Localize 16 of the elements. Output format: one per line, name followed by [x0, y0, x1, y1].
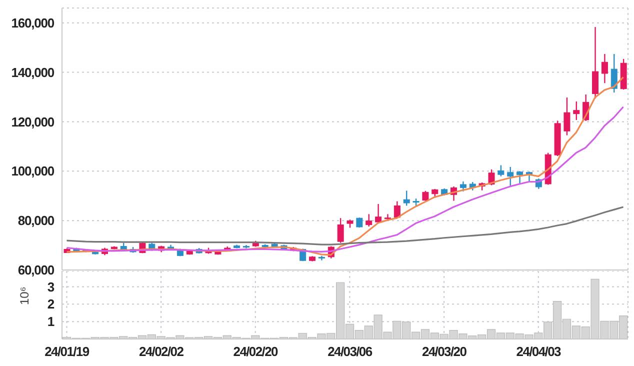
- y-tick-label: 120,000: [11, 114, 54, 130]
- x-tick-label: 24/03/06: [328, 344, 372, 360]
- y-tick-label: 160,000: [11, 15, 54, 30]
- y-tick-label: 140,000: [11, 64, 54, 80]
- x-tick-label: 24/03/20: [422, 344, 467, 360]
- y-tick-label: 80,000: [18, 213, 54, 228]
- x-tick-label: 24/01/19: [44, 344, 90, 360]
- y-axis-title: 10⁶: [17, 286, 32, 305]
- y-tick-label: 60,000: [18, 262, 54, 278]
- y-tick-label: 1: [47, 314, 54, 330]
- y-tick-label: 3: [47, 279, 54, 294]
- y-tick-label: 100,000: [11, 164, 54, 179]
- x-tick-label: 24/04/03: [516, 344, 562, 360]
- x-tick-label: 24/02/20: [233, 344, 278, 360]
- x-tick-label: 24/02/02: [138, 344, 184, 360]
- y-tick-label: 2: [47, 296, 54, 312]
